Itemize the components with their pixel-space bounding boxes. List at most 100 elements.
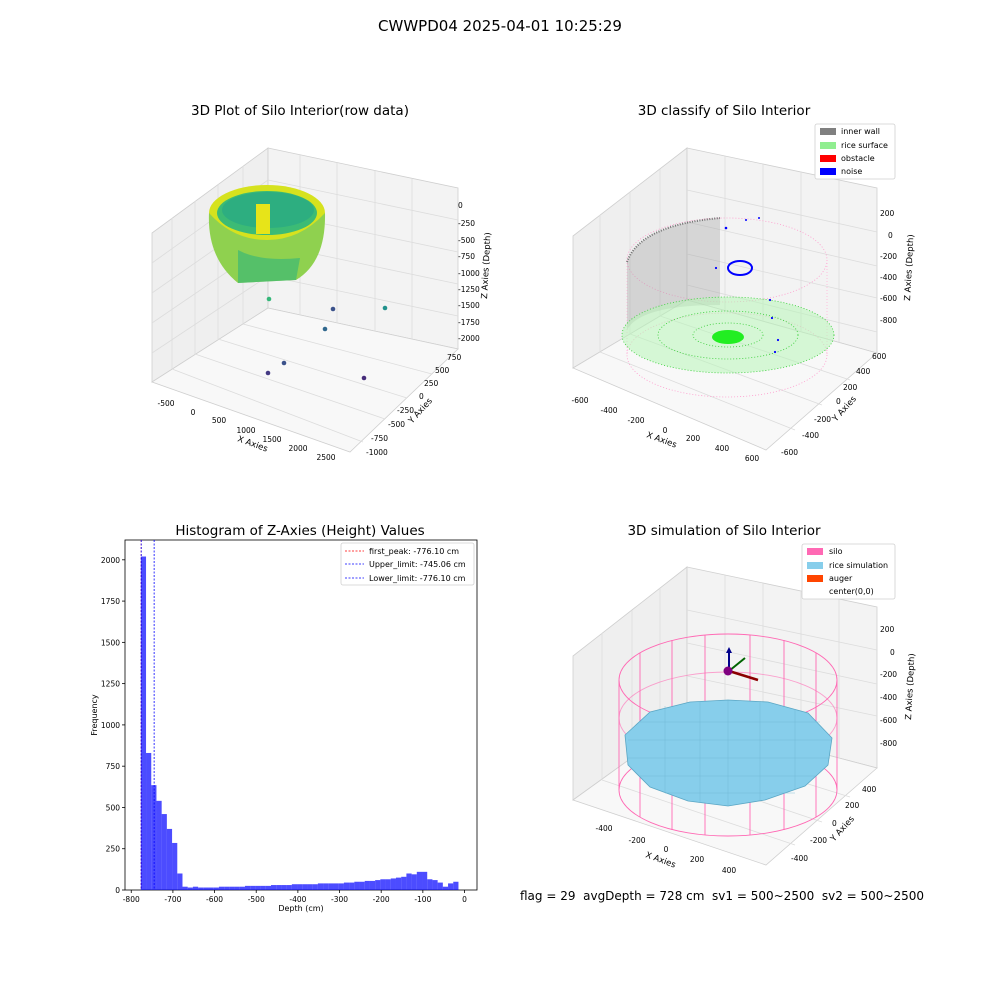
histogram-bar [442, 886, 449, 890]
histogram-bar [239, 886, 245, 890]
legend-silo: silo [829, 547, 843, 556]
classify-x-tick: -600 [571, 396, 588, 405]
classify-z-label: Z Axies (Depth) [903, 234, 916, 301]
raw-x-tick: 1500 [262, 435, 281, 444]
raw-y-tick: -750 [371, 434, 388, 443]
raw-z-tick: -750 [458, 252, 475, 261]
raw-y-tick: -1000 [366, 448, 388, 457]
rice-simulation-surface [624, 699, 833, 807]
noise-points [714, 217, 780, 354]
histogram-bar [297, 884, 303, 890]
x-tick-label: -300 [331, 895, 348, 904]
sim-x-tick: 200 [690, 855, 705, 864]
histogram-bar [317, 883, 324, 890]
histogram-bar [333, 883, 339, 890]
sim-x-tick: -400 [595, 824, 612, 833]
legend-auger: auger [829, 574, 853, 583]
raw-x-tick: 0 [191, 408, 196, 417]
raw-z-tick: -2000 [458, 334, 480, 343]
y-tick-label: 1250 [101, 680, 120, 689]
raw-z-label: Z Axies (Depth) [480, 232, 493, 299]
raw-z-tick: -500 [458, 236, 475, 245]
sim-z-tick: 200 [880, 625, 895, 634]
histogram-bar [307, 884, 313, 890]
legend-rice-surface: rice surface [841, 141, 888, 150]
classify-y-tick: 600 [872, 352, 887, 361]
histogram-vlines [140, 540, 155, 890]
histogram-bar [281, 885, 287, 890]
histogram-bar [182, 886, 188, 890]
simulation-legend: silo rice simulation auger center(0,0) [801, 543, 896, 600]
classify-z-tick: -600 [880, 294, 897, 303]
histogram-bar [172, 842, 178, 890]
histogram-title: Histogram of Z-Axies (Height) Values [175, 523, 425, 539]
histogram-bar [250, 885, 256, 890]
histogram-bar [192, 886, 199, 890]
x-tick-label: -500 [248, 895, 265, 904]
sim-z-tick: -800 [880, 739, 897, 748]
histogram-bar [291, 884, 298, 890]
histogram-bar [229, 886, 235, 890]
histogram-bar [359, 881, 365, 890]
histogram-bar [338, 883, 344, 890]
raw-outlier-points [265, 296, 388, 381]
status-footer: flag = 29 avgDepth = 728 cm sv1 = 500~25… [520, 889, 925, 903]
sim-y-tick: -200 [810, 836, 827, 845]
raw-x-tick: 2000 [288, 444, 307, 453]
sim-y-tick: 400 [862, 785, 877, 794]
raw-z-tick: -1250 [458, 285, 480, 294]
histogram-bar [244, 885, 251, 890]
x-tick-label: 0 [462, 895, 467, 904]
histogram-bar [323, 883, 329, 890]
histogram-bar [234, 886, 240, 890]
classify-legend: inner wall rice surface obstacle noise [814, 123, 896, 180]
histogram-y-label: Frequency [90, 694, 99, 736]
histogram-bar [411, 874, 417, 890]
histogram-bar [177, 873, 183, 890]
y-tick-label: 1750 [101, 597, 120, 606]
classify-x-tick: -400 [600, 406, 617, 415]
histogram-bar [349, 882, 355, 890]
histogram-bar [395, 877, 402, 890]
histogram-bar [224, 886, 230, 890]
classify-z-tick: -800 [880, 316, 897, 325]
classify-z-tick: 0 [888, 231, 893, 240]
histogram-bar [286, 885, 292, 890]
raw-z-tick: -1500 [458, 301, 480, 310]
histogram-bars [140, 556, 459, 890]
histogram-bar [453, 881, 459, 890]
histogram-bar [140, 556, 147, 890]
classify-plot-title: 3D classify of Silo Interior [637, 103, 811, 119]
histogram-bar [427, 879, 433, 890]
raw-z-tick: -250 [458, 219, 475, 228]
classify-x-tick: 200 [686, 434, 701, 443]
y-tick-label: 2000 [101, 556, 120, 565]
histogram-bar [354, 881, 360, 890]
histogram-bar [265, 885, 272, 890]
histogram-bar [260, 885, 266, 890]
sim-x-tick: 0 [664, 845, 669, 854]
x-tick-label: -700 [164, 895, 181, 904]
histogram-bar [380, 879, 386, 890]
histogram-bar [146, 752, 152, 890]
sim-z-label: Z Axies (Depth) [904, 653, 917, 720]
histogram-x-ticks: -800 -700 -600 -500 -400 -300 -200 -100 0 [123, 890, 467, 904]
raw-y-tick: -250 [397, 406, 414, 415]
sim-z-tick: 0 [890, 648, 895, 657]
y-tick-label: 750 [106, 762, 121, 771]
histogram-bar [271, 885, 277, 890]
x-tick-label: -200 [373, 895, 390, 904]
classify-y-tick: 0 [836, 397, 841, 406]
classify-z-tick: -200 [880, 252, 897, 261]
histogram-legend: first_peak: -776.10 cm Upper_limit: -745… [340, 542, 475, 586]
histogram-bar [213, 887, 219, 890]
raw-y-tick: 250 [424, 379, 439, 388]
legend-center: center(0,0) [829, 587, 874, 596]
classify-y-tick: 200 [843, 383, 858, 392]
raw-point-cloud [208, 185, 326, 283]
y-tick-label: 250 [106, 845, 121, 854]
x-tick-label: -600 [206, 895, 223, 904]
figure-title: CWWPD04 2025-04-01 10:25:29 [378, 17, 622, 35]
